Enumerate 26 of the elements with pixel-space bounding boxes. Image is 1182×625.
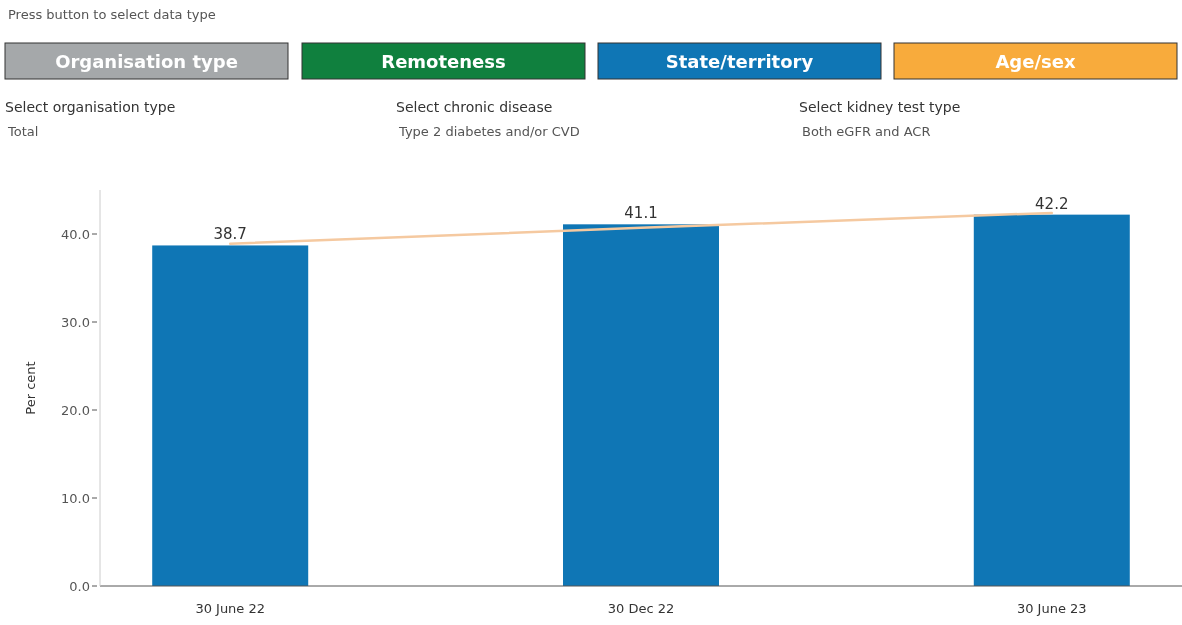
y-tick-label: 30.0	[61, 314, 90, 330]
x-tick-label: 30 June 23	[1016, 601, 1087, 616]
select-button: Organisation type	[4, 42, 289, 80]
y-tick-label: 10.0	[61, 490, 90, 506]
text: Total	[7, 124, 39, 139]
text: Both eGFR and ACR	[802, 124, 931, 139]
y-tick-label: 0.0	[69, 578, 90, 594]
text: Type 2 diabetes and/or CVD	[398, 124, 580, 139]
x-tick-label: 30 Dec 22	[607, 601, 675, 616]
data-label: 42.2	[1035, 194, 1069, 213]
bar	[563, 224, 719, 586]
select-button: State/territory	[597, 42, 882, 80]
text: Select kidney test type	[799, 99, 961, 115]
text: Press button to select data type	[8, 7, 216, 22]
y-tick-label: 20.0	[61, 402, 90, 418]
bar	[152, 245, 309, 586]
y-tick-label: 40.0	[61, 226, 90, 242]
select-button: Age/sex	[893, 42, 1178, 80]
bar	[973, 214, 1130, 586]
x-tick-label: 30 June 22	[195, 601, 266, 616]
y-axis-title: Per cent	[23, 361, 38, 415]
data-label: 38.7	[213, 225, 247, 244]
data-label: 41.1	[624, 204, 658, 223]
select-button: Remoteness	[301, 42, 586, 80]
text: Select organisation type	[5, 99, 176, 115]
text: Select chronic disease	[396, 99, 553, 115]
